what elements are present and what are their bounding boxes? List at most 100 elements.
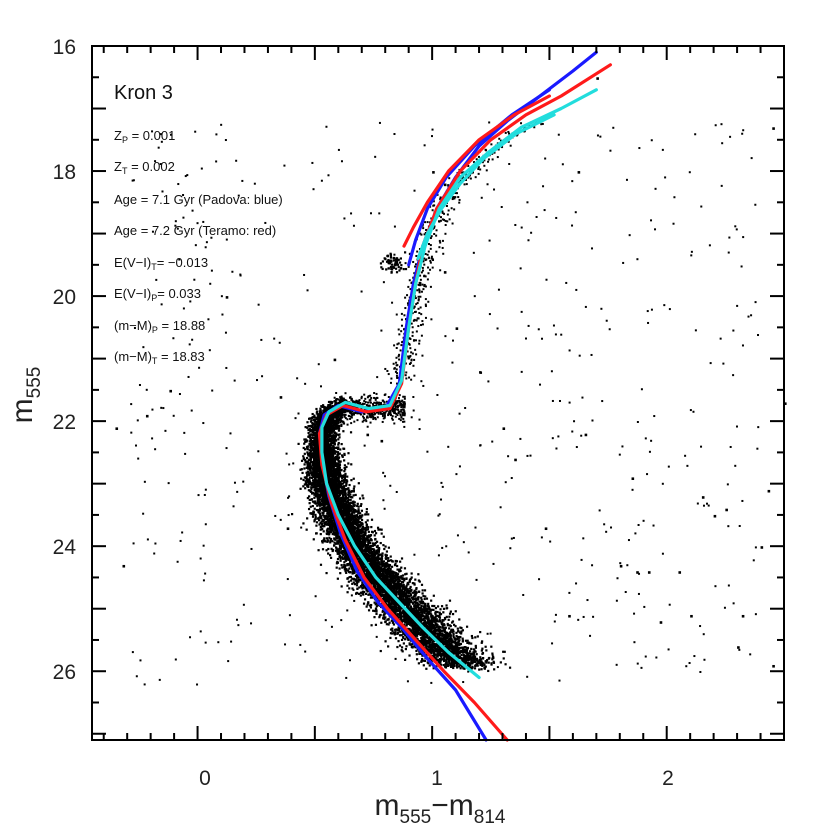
cluster-star <box>337 453 340 456</box>
cluster-star <box>351 572 354 575</box>
cluster-star <box>420 598 423 601</box>
cluster-star <box>403 579 406 582</box>
cluster-star <box>387 559 391 562</box>
cluster-star <box>370 518 374 521</box>
cluster-star <box>353 577 356 580</box>
cluster-star <box>421 614 424 617</box>
cluster-star <box>367 513 370 516</box>
cluster-star <box>317 503 320 506</box>
cluster-star <box>399 606 403 609</box>
cluster-star <box>399 611 402 614</box>
cluster-star <box>319 526 322 529</box>
cluster-star <box>432 644 436 647</box>
cluster-star <box>364 538 367 541</box>
cluster-star <box>374 563 377 566</box>
cluster-star <box>320 520 323 523</box>
cluster-star <box>388 596 391 599</box>
cluster-star <box>339 418 342 421</box>
cluster-star <box>358 525 362 528</box>
cluster-star <box>353 583 357 586</box>
cluster-star <box>441 624 444 627</box>
cluster-star <box>403 658 407 661</box>
cluster-star <box>329 516 332 519</box>
cluster-star <box>335 450 338 453</box>
cluster-star <box>420 604 423 608</box>
cluster-star <box>343 563 346 567</box>
cluster-star <box>352 510 355 513</box>
cluster-star <box>361 525 365 528</box>
cluster-star <box>362 545 365 548</box>
cluster-star <box>353 485 356 488</box>
cluster-star <box>352 581 355 584</box>
cluster-star <box>422 664 425 667</box>
cluster-star <box>372 548 375 551</box>
cluster-star <box>399 582 403 586</box>
cluster-star <box>387 546 390 549</box>
cluster-star <box>424 604 427 607</box>
cluster-star <box>474 646 478 649</box>
cluster-star <box>332 452 335 455</box>
cluster-star <box>335 501 338 504</box>
cluster-star <box>453 647 456 650</box>
cluster-star <box>384 553 387 556</box>
cluster-star <box>361 547 364 550</box>
cluster-star <box>321 404 325 407</box>
cluster-star <box>419 620 423 623</box>
cluster-star <box>394 637 398 640</box>
cluster-star <box>449 624 452 628</box>
cluster-star <box>441 625 444 628</box>
cluster-star <box>310 460 313 464</box>
cluster-star <box>333 459 337 463</box>
cluster-star <box>415 601 419 604</box>
cluster-star <box>312 432 316 435</box>
cluster-star <box>360 524 363 527</box>
cluster-star <box>339 448 342 451</box>
cluster-star <box>314 416 317 419</box>
cluster-star <box>382 560 386 563</box>
cluster-star <box>365 513 368 516</box>
cluster-star <box>357 557 360 560</box>
cluster-star <box>427 613 430 616</box>
cluster-star <box>383 565 386 568</box>
cluster-star <box>399 569 402 573</box>
cluster-star <box>459 626 462 629</box>
cluster-star <box>332 434 335 437</box>
cluster-star <box>335 529 339 532</box>
cluster-star <box>321 548 325 551</box>
cluster-star <box>451 631 454 634</box>
cluster-star <box>379 528 382 531</box>
cluster-star <box>370 596 373 599</box>
cluster-star <box>410 572 413 575</box>
cluster-star <box>444 631 447 634</box>
cluster-star <box>448 615 451 618</box>
cluster-star <box>374 558 378 561</box>
cluster-star <box>439 634 442 637</box>
cluster-star <box>398 570 401 573</box>
cluster-star <box>467 659 470 662</box>
cluster-star <box>491 652 494 655</box>
cluster-star <box>476 664 479 667</box>
cluster-star <box>366 519 369 522</box>
cluster-star <box>449 636 452 639</box>
cluster-star <box>471 656 474 660</box>
cluster-star <box>311 500 315 503</box>
cluster-star <box>363 569 366 572</box>
cluster-star <box>340 585 343 588</box>
cluster-star <box>338 417 342 420</box>
cluster-star <box>405 585 408 588</box>
cluster-star <box>476 635 479 638</box>
cluster-star <box>406 637 409 640</box>
cluster-star <box>400 634 403 637</box>
cluster-star <box>406 588 409 591</box>
cluster-star <box>409 593 413 597</box>
cluster-star <box>358 562 361 565</box>
cluster-star <box>480 641 483 644</box>
cluster-star <box>414 626 417 629</box>
cluster-star <box>337 491 340 495</box>
cluster-star <box>481 664 484 667</box>
cluster-star <box>314 423 317 426</box>
cluster-star <box>431 641 434 645</box>
cluster-star <box>411 646 414 649</box>
cluster-star <box>425 614 428 617</box>
cluster-star <box>308 449 311 452</box>
